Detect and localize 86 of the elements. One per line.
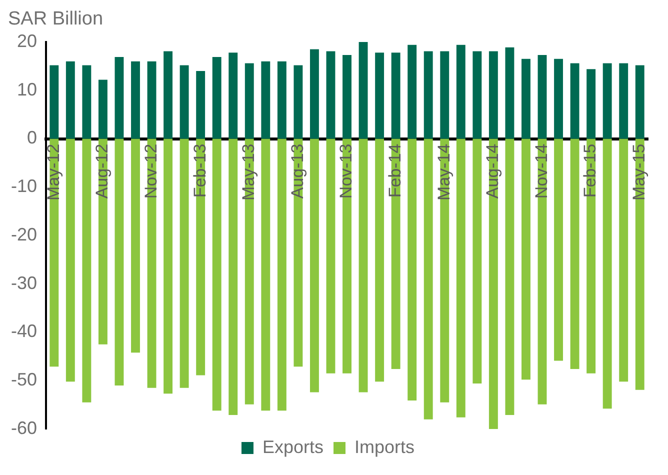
bar bbox=[456, 138, 466, 418]
bar bbox=[228, 52, 238, 139]
bar bbox=[424, 51, 433, 139]
bar bbox=[131, 61, 140, 139]
bar bbox=[212, 56, 222, 139]
bar bbox=[375, 52, 384, 139]
x-tick-label: Aug-14 bbox=[483, 144, 502, 199]
bar bbox=[277, 138, 286, 411]
bar bbox=[196, 71, 206, 139]
y-tick-label: -20 bbox=[11, 224, 38, 244]
x-tick-label: May-13 bbox=[239, 144, 258, 200]
bar bbox=[310, 138, 319, 392]
legend-label: Exports bbox=[262, 436, 324, 457]
bar bbox=[456, 44, 466, 139]
x-tick-label: Feb-13 bbox=[190, 144, 210, 198]
bar bbox=[488, 51, 498, 139]
bar bbox=[472, 138, 482, 384]
bar bbox=[375, 138, 384, 382]
y-axis-title: SAR Billion bbox=[8, 8, 104, 30]
x-tick-label: Nov-14 bbox=[532, 144, 551, 199]
legend-label: Imports bbox=[354, 436, 415, 457]
bar bbox=[424, 138, 433, 420]
bar bbox=[294, 65, 303, 139]
bar bbox=[408, 44, 417, 139]
bar bbox=[635, 65, 644, 139]
y-tick-label: 10 bbox=[16, 79, 38, 100]
x-tick-label: May-15 bbox=[630, 144, 649, 200]
y-tick-label: -60 bbox=[11, 418, 38, 438]
bar bbox=[277, 61, 286, 139]
bar bbox=[50, 65, 59, 139]
y-tick-label: 20 bbox=[16, 30, 38, 51]
bar bbox=[114, 56, 124, 139]
x-tick-label: Feb-15 bbox=[580, 144, 600, 198]
bar bbox=[586, 69, 596, 139]
bar bbox=[358, 138, 368, 392]
bar bbox=[147, 61, 156, 139]
bar bbox=[66, 61, 75, 139]
bar bbox=[358, 42, 368, 139]
bar bbox=[342, 55, 352, 139]
bar bbox=[164, 138, 173, 394]
bar bbox=[82, 138, 92, 402]
x-tick-label: Aug-12 bbox=[92, 144, 112, 199]
y-tick-label: -30 bbox=[11, 272, 38, 293]
bar bbox=[180, 138, 189, 388]
bar bbox=[261, 138, 270, 411]
bar bbox=[244, 63, 254, 139]
bar bbox=[570, 63, 580, 139]
bar bbox=[554, 138, 563, 361]
bar bbox=[228, 138, 238, 415]
bar bbox=[131, 138, 140, 353]
bar bbox=[261, 61, 270, 139]
bar bbox=[522, 138, 530, 380]
bar bbox=[440, 51, 450, 139]
bar bbox=[326, 51, 336, 139]
y-tick-label: -50 bbox=[11, 370, 38, 390]
bar bbox=[212, 138, 222, 411]
x-tick-label: Nov-12 bbox=[141, 144, 160, 199]
x-tick-label: Feb-14 bbox=[386, 144, 405, 198]
x-tick-label: Aug-13 bbox=[288, 144, 307, 199]
bar bbox=[602, 138, 612, 409]
bar bbox=[408, 138, 417, 400]
bar bbox=[310, 49, 319, 139]
bar bbox=[554, 58, 563, 139]
bar bbox=[619, 138, 628, 382]
bar bbox=[114, 138, 124, 386]
y-tick-label: 0 bbox=[27, 128, 38, 148]
bar bbox=[472, 51, 482, 139]
bar bbox=[66, 138, 75, 382]
bar bbox=[505, 138, 514, 415]
bar bbox=[570, 138, 580, 370]
bar bbox=[164, 51, 173, 139]
bar bbox=[98, 80, 108, 139]
bar bbox=[602, 63, 612, 139]
bar bbox=[82, 65, 92, 139]
bar bbox=[505, 47, 514, 139]
bar bbox=[538, 55, 547, 139]
y-tick-label: -10 bbox=[11, 176, 38, 196]
bar bbox=[619, 63, 628, 139]
bar bbox=[522, 58, 530, 139]
bar bbox=[180, 65, 189, 139]
x-tick-label: May-14 bbox=[434, 144, 454, 200]
y-tick-label: -40 bbox=[11, 321, 38, 342]
bar bbox=[391, 52, 400, 139]
x-tick-label: May-12 bbox=[44, 144, 63, 200]
bar bbox=[326, 138, 336, 374]
x-tick-label: Nov-13 bbox=[336, 144, 356, 199]
